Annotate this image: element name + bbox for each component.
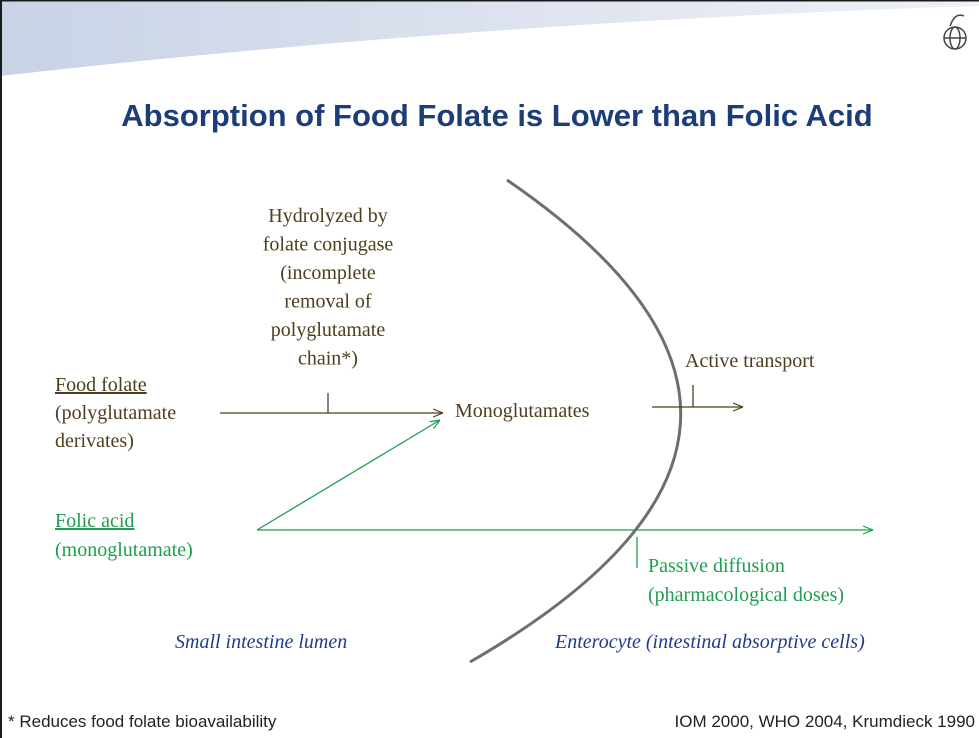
- node-label: Hydrolyzed by: [268, 205, 387, 227]
- node-label: derivates): [55, 430, 134, 452]
- node-label: (pharmacological doses): [648, 584, 844, 606]
- node-label: folate conjugase: [263, 234, 394, 256]
- node-label: (monoglutamate): [55, 539, 193, 561]
- node-label: chain*): [298, 348, 358, 370]
- node-label: Folic acid: [55, 510, 134, 532]
- node-label: Monoglutamates: [455, 400, 590, 422]
- node-label: Active transport: [685, 350, 815, 372]
- footnote: * Reduces food folate bioavailability: [8, 712, 277, 731]
- membrane-curve: [469, 178, 683, 664]
- node-label: (polyglutamate: [55, 402, 176, 424]
- node-label: Enterocyte (intestinal absorptive cells): [554, 631, 865, 653]
- node-label: Food folate: [55, 374, 147, 396]
- node-label: polyglutamate: [271, 319, 386, 341]
- node-label: removal of: [284, 291, 372, 313]
- logo: [943, 14, 967, 50]
- node-label: Small intestine lumen: [175, 631, 347, 653]
- citation: IOM 2000, WHO 2004, Krumdieck 1990: [675, 712, 975, 731]
- header-band: [0, 0, 979, 76]
- arrow-folic-mono: [256, 420, 440, 531]
- title: Absorption of Food Folate is Lower than …: [121, 98, 872, 133]
- node-label: Passive diffusion: [648, 555, 785, 577]
- node-label: (incomplete: [280, 262, 376, 284]
